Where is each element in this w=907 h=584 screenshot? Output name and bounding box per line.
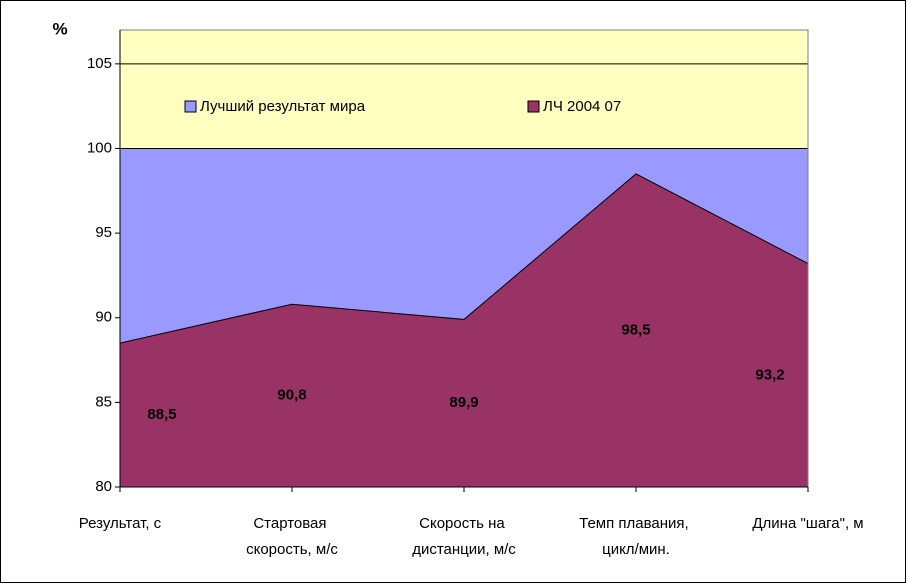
y-tick-label: 105: [87, 55, 112, 72]
legend-swatch: [527, 100, 540, 113]
y-tick-label: 100: [87, 139, 112, 156]
y-axis-label: %: [52, 19, 67, 38]
y-tick-label: 85: [95, 393, 112, 410]
x-tick-label: Стартовая скорость, м/с: [246, 515, 338, 558]
legend-swatch: [184, 100, 197, 113]
data-label: 88,5: [147, 406, 176, 423]
y-tick-label: 95: [95, 224, 112, 241]
x-tick-label: Скорость на дистанции, м/с: [412, 515, 516, 558]
data-label: 90,8: [277, 387, 306, 404]
y-tick-label: 90: [95, 309, 112, 326]
x-tick-label: Длина "шага", м: [752, 515, 863, 532]
data-label: 93,2: [755, 366, 784, 383]
x-tick-label: Темп плавания, цикл/мин.: [579, 515, 693, 558]
x-tick-label: Результат, с: [79, 515, 162, 532]
data-label: 98,5: [621, 321, 650, 338]
legend-label: Лучший результат мира: [200, 98, 366, 115]
legend-label: ЛЧ 2004 07: [543, 98, 621, 115]
data-label: 89,9: [449, 394, 478, 411]
y-tick-label: 80: [95, 478, 112, 495]
